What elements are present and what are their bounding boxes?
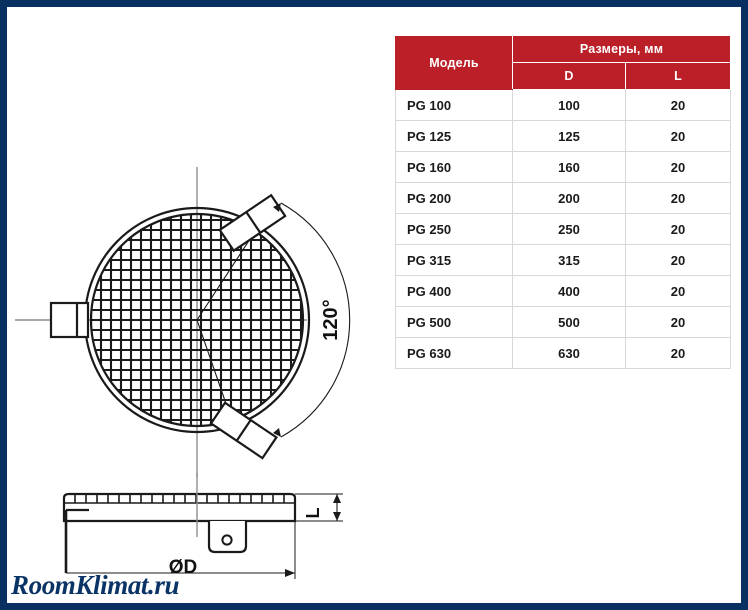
table-header-row-2: D L bbox=[396, 62, 732, 90]
cell-l: 20 bbox=[624, 337, 732, 369]
section-louvre-ticks bbox=[74, 495, 285, 503]
table-row: PG 160 160 20 bbox=[395, 151, 732, 183]
table-row: PG 200 200 20 bbox=[395, 182, 732, 214]
diameter-label: ØD bbox=[169, 557, 198, 578]
header-d: D bbox=[512, 62, 626, 90]
cell-d: 400 bbox=[512, 275, 626, 307]
cell-model: PG 250 bbox=[395, 213, 513, 245]
cell-d: 100 bbox=[512, 89, 626, 121]
section-view: L ØD bbox=[62, 473, 343, 579]
fixing-hole bbox=[221, 534, 233, 546]
table-row: PG 500 500 20 bbox=[395, 306, 732, 338]
cell-model: PG 200 bbox=[395, 182, 513, 214]
angle-dimension-arc bbox=[280, 202, 351, 438]
cell-model: PG 400 bbox=[395, 275, 513, 307]
cell-d: 160 bbox=[512, 151, 626, 183]
table-row: PG 630 630 20 bbox=[395, 337, 732, 369]
arc-arrowhead-bottom bbox=[273, 428, 281, 437]
cell-model: PG 125 bbox=[395, 120, 513, 152]
d-arrow-right bbox=[285, 569, 295, 577]
section-body bbox=[62, 492, 297, 523]
cell-model: PG 630 bbox=[395, 337, 513, 369]
cell-model: PG 500 bbox=[395, 306, 513, 338]
cell-d: 630 bbox=[512, 337, 626, 369]
cell-model: PG 100 bbox=[395, 89, 513, 121]
cell-d: 315 bbox=[512, 244, 626, 276]
mounting-clip-left bbox=[49, 301, 90, 339]
table-row: PG 315 315 20 bbox=[395, 244, 732, 276]
drawing-svg: 120° bbox=[15, 167, 351, 579]
table-row: PG 100 100 20 bbox=[395, 89, 732, 121]
site-watermark: RoomKlimat.ru bbox=[11, 570, 180, 600]
cell-model: PG 160 bbox=[395, 151, 513, 183]
table-row: PG 125 125 20 bbox=[395, 120, 732, 152]
cell-d: 200 bbox=[512, 182, 626, 214]
cell-l: 20 bbox=[624, 89, 732, 121]
table-row: PG 400 400 20 bbox=[395, 275, 732, 307]
cell-d: 500 bbox=[512, 306, 626, 338]
cell-model: PG 315 bbox=[395, 244, 513, 276]
cell-l: 20 bbox=[624, 182, 732, 214]
table-body: PG 100 100 20 PG 125 125 20 PG 160 160 2… bbox=[395, 89, 732, 369]
header-l: L bbox=[624, 62, 732, 90]
specification-table: Модель Размеры, мм D L PG 100 100 20 PG … bbox=[395, 35, 732, 369]
grille-inner-ring bbox=[89, 212, 305, 428]
header-dimensions: Размеры, мм bbox=[511, 35, 732, 63]
mounting-clip-lower bbox=[209, 401, 278, 460]
cell-l: 20 bbox=[624, 306, 732, 338]
thickness-label: L bbox=[303, 508, 323, 519]
top-view: 120° bbox=[15, 167, 351, 477]
cell-l: 20 bbox=[624, 275, 732, 307]
cell-l: 20 bbox=[624, 120, 732, 152]
header-model: Модель bbox=[395, 35, 513, 90]
cell-l: 20 bbox=[624, 151, 732, 183]
table-header-row-1: Модель Размеры, мм bbox=[395, 35, 732, 90]
l-arrow-top bbox=[333, 494, 341, 503]
angle-label: 120° bbox=[320, 299, 342, 340]
l-arrow-bottom bbox=[333, 512, 341, 521]
mounting-clip-upper bbox=[218, 193, 287, 253]
technical-drawing: 120° bbox=[7, 7, 387, 603]
cell-d: 250 bbox=[512, 213, 626, 245]
arc-arrowhead-top bbox=[273, 203, 281, 212]
cell-d: 125 bbox=[512, 120, 626, 152]
table-row: PG 250 250 20 bbox=[395, 213, 732, 245]
cell-l: 20 bbox=[624, 213, 732, 245]
cell-l: 20 bbox=[624, 244, 732, 276]
